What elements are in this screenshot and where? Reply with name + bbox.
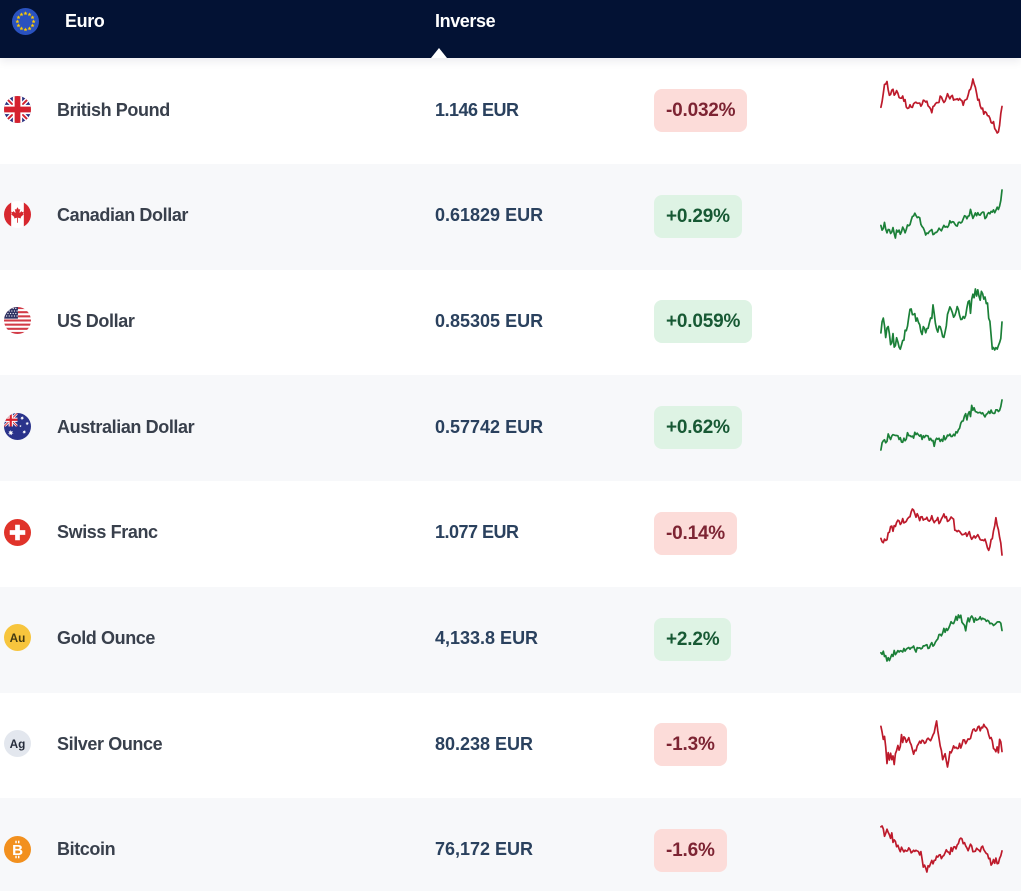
svg-text:B: B bbox=[12, 842, 23, 859]
svg-text:Au: Au bbox=[10, 631, 26, 645]
svg-text:Ag: Ag bbox=[10, 737, 26, 751]
